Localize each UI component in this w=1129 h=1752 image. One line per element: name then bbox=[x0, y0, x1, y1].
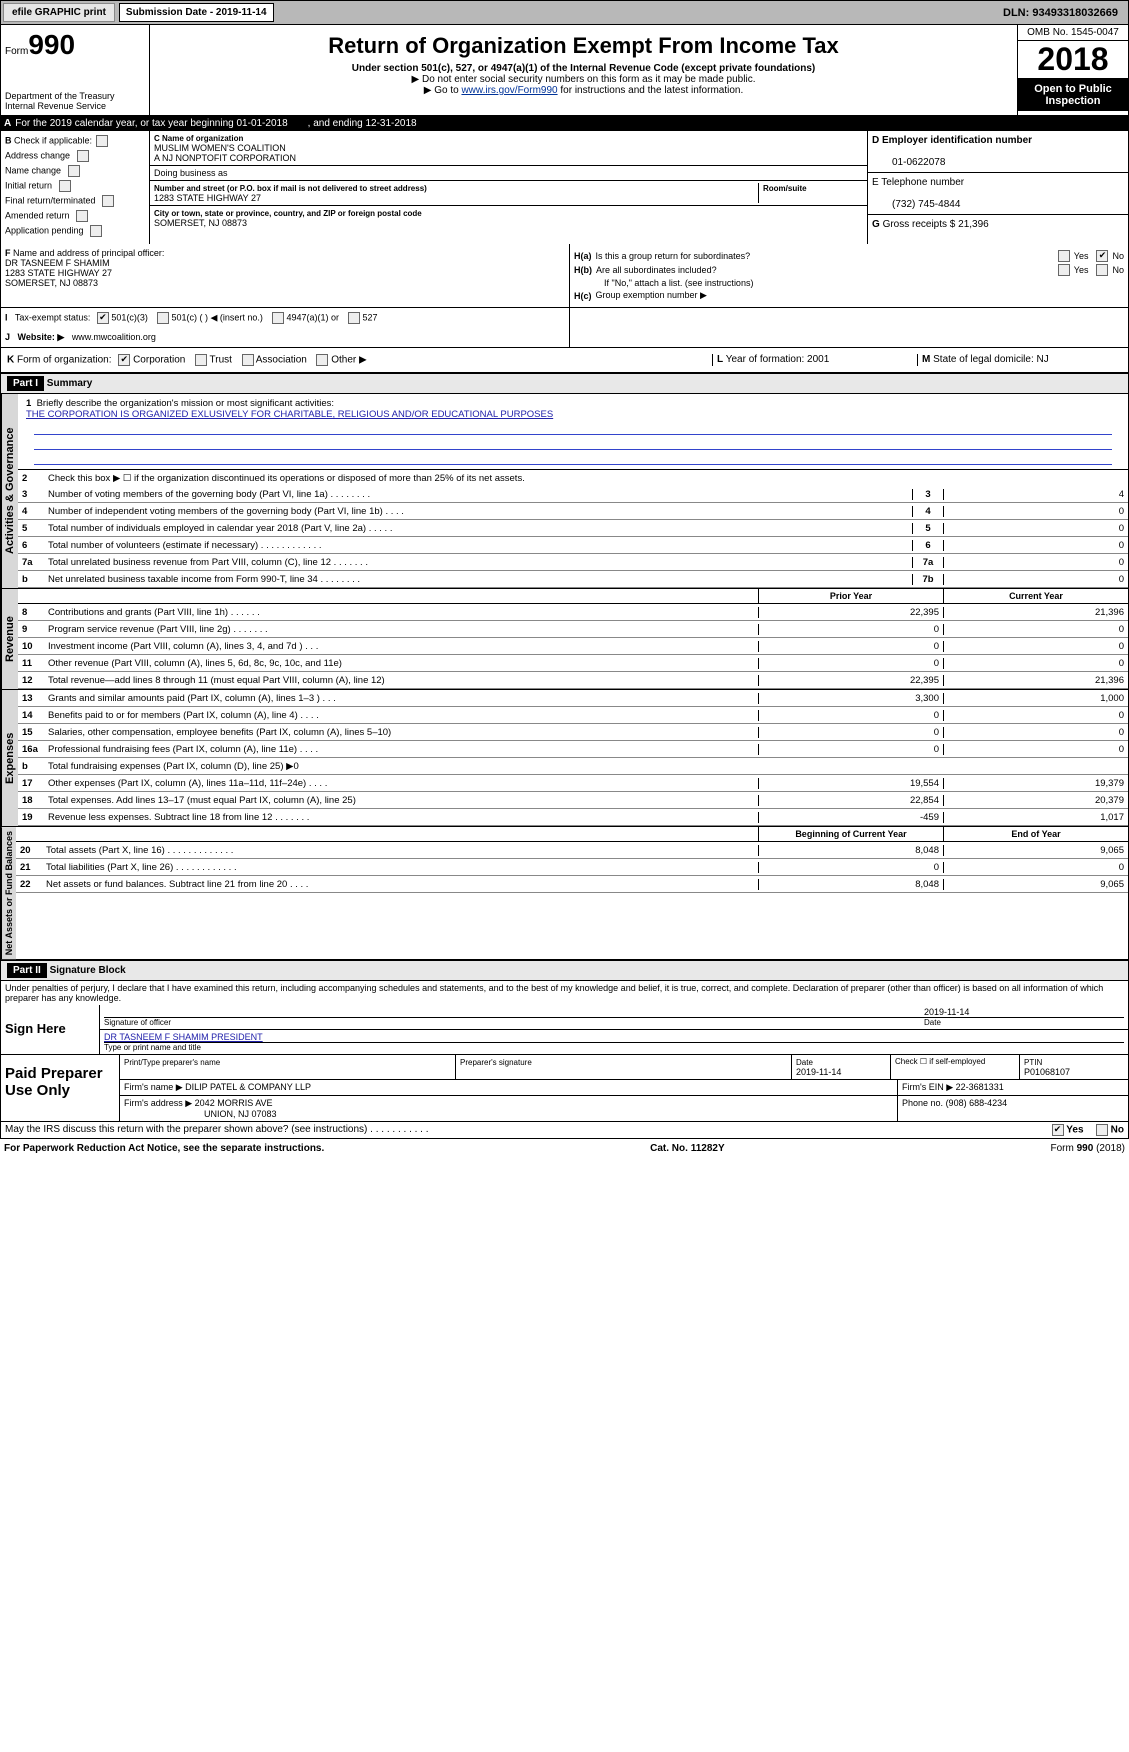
summary-line: 13Grants and similar amounts paid (Part … bbox=[18, 690, 1128, 707]
summary-line: 9Program service revenue (Part VIII, lin… bbox=[18, 621, 1128, 638]
summary-line: 11Other revenue (Part VIII, column (A), … bbox=[18, 655, 1128, 672]
section-bcdeg: B Check if applicable: Address change Na… bbox=[0, 131, 1129, 244]
summary-line: 4Number of independent voting members of… bbox=[18, 503, 1128, 520]
open-public-label: Open to Public Inspection bbox=[1018, 79, 1128, 111]
checkbox-item: Application pending bbox=[5, 225, 145, 237]
row-j: J Website: ▶ www.mwcoalition.org bbox=[0, 328, 1129, 348]
checkbox-item: Amended return bbox=[5, 210, 145, 222]
summary-line: 15Salaries, other compensation, employee… bbox=[18, 724, 1128, 741]
summary-line: 20Total assets (Part X, line 16) . . . .… bbox=[16, 842, 1128, 859]
paid-preparer-block: Paid Preparer Use Only Print/Type prepar… bbox=[0, 1055, 1129, 1122]
subtitle-1: Under section 501(c), 527, or 4947(a)(1)… bbox=[154, 63, 1013, 74]
form-title: Return of Organization Exempt From Incom… bbox=[154, 33, 1013, 59]
checkbox-item: Initial return bbox=[5, 180, 145, 192]
signature-block: Sign Here Signature of officer 2019-11-1… bbox=[0, 1005, 1129, 1055]
summary-line: 21Total liabilities (Part X, line 26) . … bbox=[16, 859, 1128, 876]
side-label-governance: Activities & Governance bbox=[1, 394, 18, 588]
top-bar: efile GRAPHIC print Submission Date - 20… bbox=[0, 0, 1129, 25]
org-name: MUSLIM WOMEN'S COALITION bbox=[154, 143, 286, 153]
summary-line: 8Contributions and grants (Part VIII, li… bbox=[18, 604, 1128, 621]
subtitle-3: ▶ Go to www.irs.gov/Form990 for instruct… bbox=[154, 85, 1013, 96]
checkbox[interactable] bbox=[96, 135, 108, 147]
summary-line: 5Total number of individuals employed in… bbox=[18, 520, 1128, 537]
summary-line: 14Benefits paid to or for members (Part … bbox=[18, 707, 1128, 724]
tax-year-begin: For the 2019 calendar year, or tax year … bbox=[15, 118, 287, 129]
summary-line: 10Investment income (Part VIII, column (… bbox=[18, 638, 1128, 655]
checkbox-item: Address change bbox=[5, 150, 145, 162]
ein: 01-0622078 bbox=[892, 157, 945, 168]
row-f-h: F Name and address of principal officer:… bbox=[0, 244, 1129, 308]
dba-label: Doing business as bbox=[154, 168, 228, 178]
dept-label: Department of the Treasury Internal Reve… bbox=[5, 91, 145, 111]
dln-label: DLN: 93493318032669 bbox=[1003, 7, 1126, 19]
checkbox-item: Name change bbox=[5, 165, 145, 177]
summary-line: 3Number of voting members of the governi… bbox=[18, 486, 1128, 503]
mission-text: THE CORPORATION IS ORGANIZED EXLUSIVELY … bbox=[26, 409, 553, 420]
city-state-zip: SOMERSET, NJ 08873 bbox=[154, 218, 247, 228]
row-i: I Tax-exempt status: 501(c)(3) 501(c) ( … bbox=[0, 308, 1129, 328]
org-name-2: A NJ NONPTOFIT CORPORATION bbox=[154, 153, 296, 163]
summary-line: 12Total revenue—add lines 8 through 11 (… bbox=[18, 672, 1128, 689]
website: www.mwcoalition.org bbox=[72, 332, 156, 342]
form-header: Form990 Department of the Treasury Inter… bbox=[0, 25, 1129, 116]
side-label-revenue: Revenue bbox=[1, 589, 18, 689]
submission-date: Submission Date - 2019-11-14 bbox=[119, 3, 274, 22]
phone: (732) 745-4844 bbox=[892, 199, 960, 210]
form-number: Form990 bbox=[5, 29, 145, 61]
summary-line: bTotal fundraising expenses (Part IX, co… bbox=[18, 758, 1128, 775]
part-1-header: Part I Summary bbox=[0, 373, 1129, 394]
irs-link[interactable]: www.irs.gov/Form990 bbox=[461, 85, 557, 96]
summary-line: 6Total number of volunteers (estimate if… bbox=[18, 537, 1128, 554]
street-address: 1283 STATE HIGHWAY 27 bbox=[154, 193, 261, 203]
gross-receipts: Gross receipts $ 21,396 bbox=[883, 219, 989, 230]
subtitle-2: ▶ Do not enter social security numbers o… bbox=[154, 74, 1013, 85]
tax-year: 2018 bbox=[1018, 41, 1128, 79]
discuss-row: May the IRS discuss this return with the… bbox=[0, 1122, 1129, 1139]
omb-number: OMB No. 1545-0047 bbox=[1018, 25, 1128, 41]
summary-line: 19Revenue less expenses. Subtract line 1… bbox=[18, 809, 1128, 826]
501c3-checkbox[interactable] bbox=[97, 312, 109, 324]
checkbox-item: Final return/terminated bbox=[5, 195, 145, 207]
summary-line: 16aProfessional fundraising fees (Part I… bbox=[18, 741, 1128, 758]
tax-year-end: , and ending 12-31-2018 bbox=[308, 118, 417, 129]
row-klm: K Form of organization: Corporation Trus… bbox=[0, 348, 1129, 373]
part-2-header: Part II Signature Block bbox=[0, 960, 1129, 981]
efile-button[interactable]: efile GRAPHIC print bbox=[3, 3, 115, 22]
summary-line: 7aTotal unrelated business revenue from … bbox=[18, 554, 1128, 571]
summary-line: 22Net assets or fund balances. Subtract … bbox=[16, 876, 1128, 893]
summary-line: 17Other expenses (Part IX, column (A), l… bbox=[18, 775, 1128, 792]
row-a: A For the 2019 calendar year, or tax yea… bbox=[0, 116, 1129, 131]
summary-line: 18Total expenses. Add lines 13–17 (must … bbox=[18, 792, 1128, 809]
officer-name: DR TASNEEM F SHAMIM bbox=[5, 258, 110, 268]
side-label-expenses: Expenses bbox=[1, 690, 18, 826]
footer-row: For Paperwork Reduction Act Notice, see … bbox=[0, 1139, 1129, 1158]
summary-line: bNet unrelated business taxable income f… bbox=[18, 571, 1128, 588]
perjury-text: Under penalties of perjury, I declare th… bbox=[0, 981, 1129, 1005]
side-label-netassets: Net Assets or Fund Balances bbox=[1, 827, 16, 959]
